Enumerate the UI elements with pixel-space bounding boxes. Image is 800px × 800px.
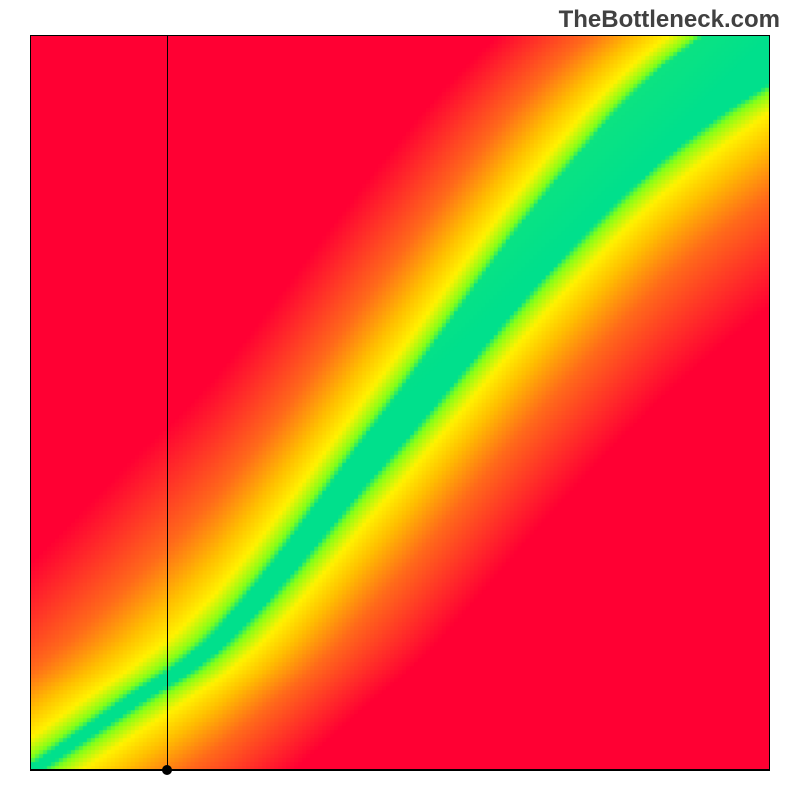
marker-dot — [162, 765, 172, 775]
marker-vertical-line — [167, 35, 168, 770]
heatmap-plot — [30, 35, 770, 770]
marker-horizontal-line — [30, 770, 770, 771]
heatmap-canvas — [31, 36, 769, 769]
watermark-text: TheBottleneck.com — [559, 6, 780, 34]
